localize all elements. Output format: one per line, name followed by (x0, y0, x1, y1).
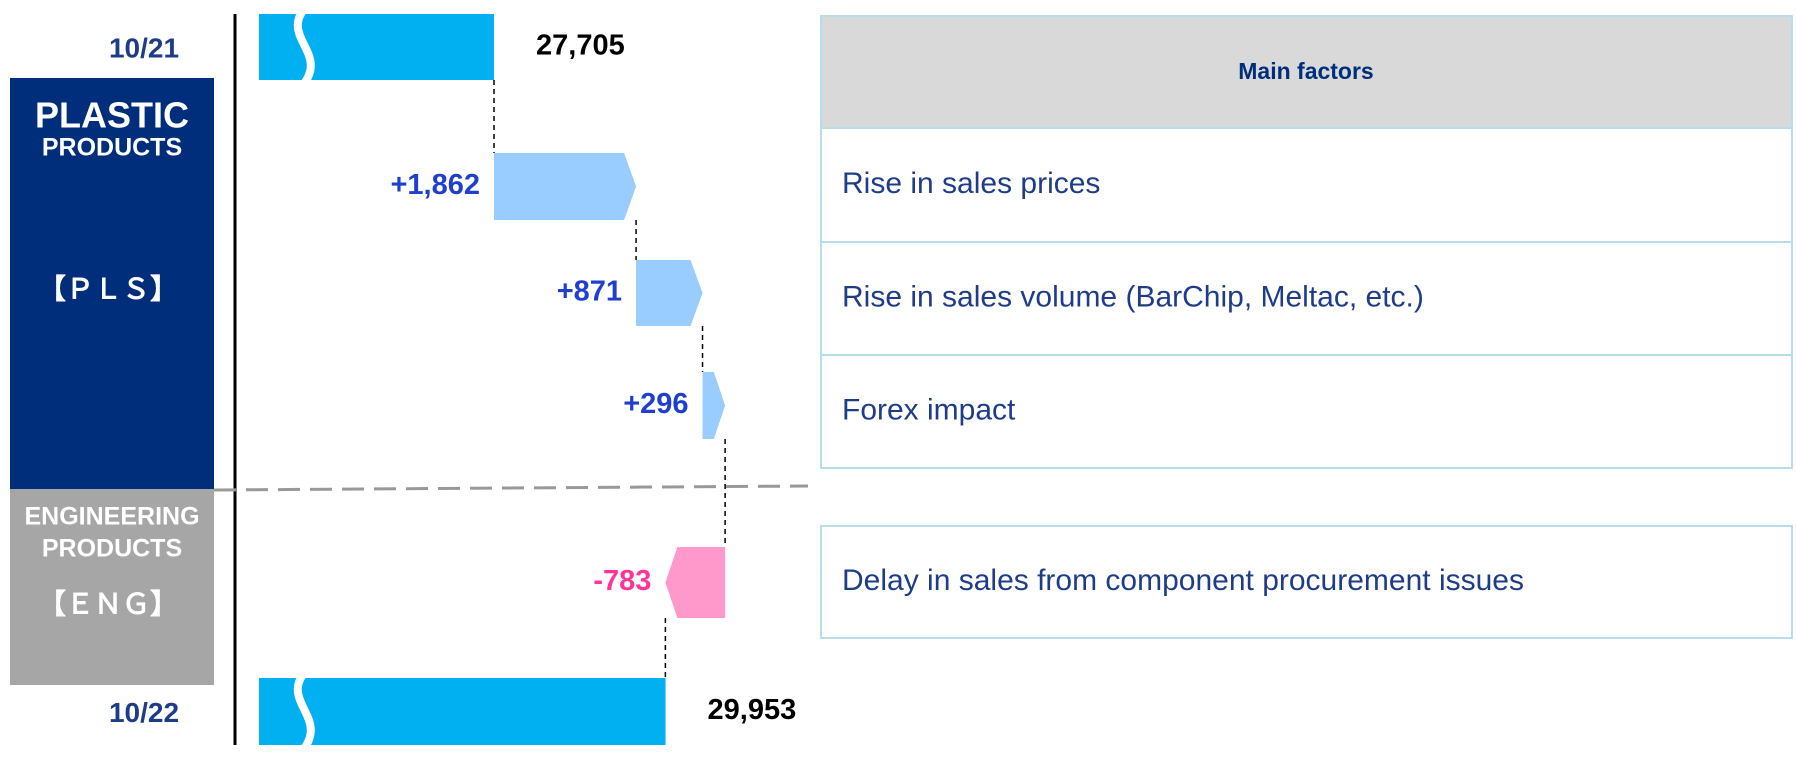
pls-panel (10, 78, 214, 489)
segment-name: PRODUCTS (42, 134, 182, 162)
factor-text: Rise in sales volume (BarChip, Meltac, e… (842, 280, 1424, 313)
step-bar (702, 372, 726, 439)
value-label: 29,953 (708, 694, 797, 726)
category-label: 10/21 (109, 32, 179, 63)
factor-text: Rise in sales prices (842, 167, 1100, 200)
segment-name: ENGINEERING (24, 503, 199, 531)
table-header-text: Main factors (1238, 58, 1373, 84)
segment-name: PRODUCTS (42, 535, 182, 563)
value-label: -783 (593, 565, 651, 597)
total-bar (259, 678, 666, 745)
table-cell (820, 127, 1793, 243)
value-label: +871 (557, 276, 622, 308)
category-label: 10/22 (109, 697, 179, 728)
step-bar (636, 260, 703, 326)
table-cell (820, 354, 1793, 469)
table-cell (820, 241, 1793, 356)
table-cell (820, 525, 1793, 639)
segment-name: PLASTIC (35, 95, 189, 136)
value-label: +1,862 (390, 169, 480, 201)
axis-break (293, 5, 315, 89)
step-bar (665, 547, 726, 618)
segment-divider (213, 484, 809, 492)
factor-text: Forex impact (842, 393, 1016, 426)
factor-table: Main factors (820, 15, 1793, 129)
value-label: +296 (623, 388, 688, 420)
segment-code: 【ＥＮＧ】 (38, 588, 178, 619)
axis-break (293, 669, 315, 754)
factor-text: Delay in sales from component procuremen… (842, 564, 1524, 597)
step-bar (494, 153, 637, 220)
eng-panel (10, 489, 214, 685)
segment-code: 【ＰＬＳ】 (38, 273, 178, 304)
value-label: 27,705 (536, 30, 625, 62)
